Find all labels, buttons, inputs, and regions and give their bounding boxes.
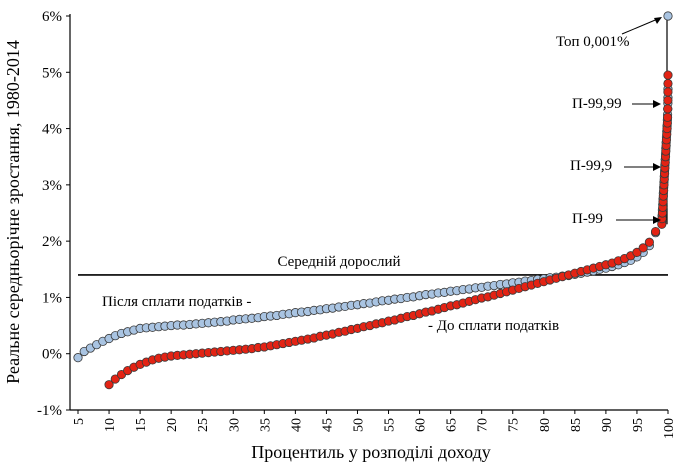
before-tax-point	[663, 78, 673, 89]
before-tax-point	[644, 237, 654, 247]
x-tick-label: 90	[600, 418, 615, 432]
y-tick-label: 6%	[42, 9, 62, 25]
y-axis-title: Реальне середньорічне зростання, 1980-20…	[3, 40, 23, 384]
x-tick-label: 50	[351, 418, 366, 432]
x-tick-label: 45	[320, 418, 335, 432]
before-tax-point	[650, 226, 661, 237]
x-tick-label: 70	[476, 418, 491, 432]
arrowhead-p9999	[653, 100, 661, 108]
arrowhead-top-0001	[654, 17, 662, 24]
y-tick-label: 3%	[42, 178, 62, 194]
x-tick-label: 100	[662, 418, 677, 439]
x-tick-label: 35	[258, 418, 273, 432]
before-tax-point	[632, 247, 642, 257]
x-axis-title: Процентиль у розподілі доходу	[251, 442, 490, 462]
before-tax-point	[110, 374, 120, 384]
y-tick-label: -1%	[37, 403, 62, 419]
y-tick-label: 0%	[42, 347, 62, 363]
before-tax-point	[104, 380, 114, 390]
annotations: Топ 0,001% П-99,99 П-99,9 П-99 Після спл…	[102, 17, 662, 334]
after-tax-point	[73, 353, 83, 363]
y-tick-label: 1%	[42, 290, 62, 306]
x-tick-label: 15	[134, 418, 149, 432]
label-after-tax: Після сплати податків -	[102, 294, 251, 310]
before-tax-point	[663, 87, 673, 97]
x-tick-label: 95	[631, 418, 646, 432]
x-tick-label: 85	[569, 418, 584, 432]
before-tax-point	[663, 95, 673, 106]
y-tick-label: 4%	[42, 122, 62, 138]
x-tick-label: 65	[445, 418, 460, 432]
series-before-tax	[104, 70, 673, 390]
before-tax-point	[663, 104, 673, 114]
x-tick-label: 20	[165, 418, 180, 432]
annotation-p99: П-99	[572, 211, 603, 227]
x-tick-label: 30	[227, 418, 242, 432]
label-before-tax: - До сплати податків	[428, 318, 559, 334]
x-tick-label: 55	[383, 418, 398, 432]
x-tick-label: 10	[103, 418, 118, 432]
before-tax-point	[662, 112, 673, 122]
arrowhead-p99	[653, 216, 661, 224]
x-tick-label: 5	[72, 418, 87, 425]
arrow-top-0001	[621, 17, 661, 35]
axes	[69, 14, 668, 411]
x-tick-label: 40	[289, 418, 304, 432]
arrowhead-p999	[653, 163, 661, 171]
x-ticks: 5 10 15 20 25 30 35 40 45 50 55 60 65 70 75 80 85 90 95 100	[72, 410, 677, 439]
annotation-p9999: П-99,99	[572, 96, 622, 112]
x-tick-label: 75	[507, 418, 522, 432]
before-tax-point	[663, 70, 673, 80]
y-tick-label: 5%	[42, 65, 62, 81]
before-tax-point	[638, 243, 648, 253]
x-tick-label: 25	[196, 418, 211, 432]
x-tick-label: 60	[414, 418, 429, 432]
y-ticks: -1% 0% 1% 2% 3% 4% 5% 6%	[37, 9, 70, 419]
annotation-top-0001: Топ 0,001%	[556, 34, 630, 50]
annotation-p999: П-99,9	[570, 158, 612, 174]
after-tax-point	[663, 11, 673, 21]
y-tick-label: 2%	[42, 234, 62, 250]
average-adult-label: Середній дорослий	[277, 254, 400, 270]
x-tick-label: 80	[538, 418, 553, 432]
